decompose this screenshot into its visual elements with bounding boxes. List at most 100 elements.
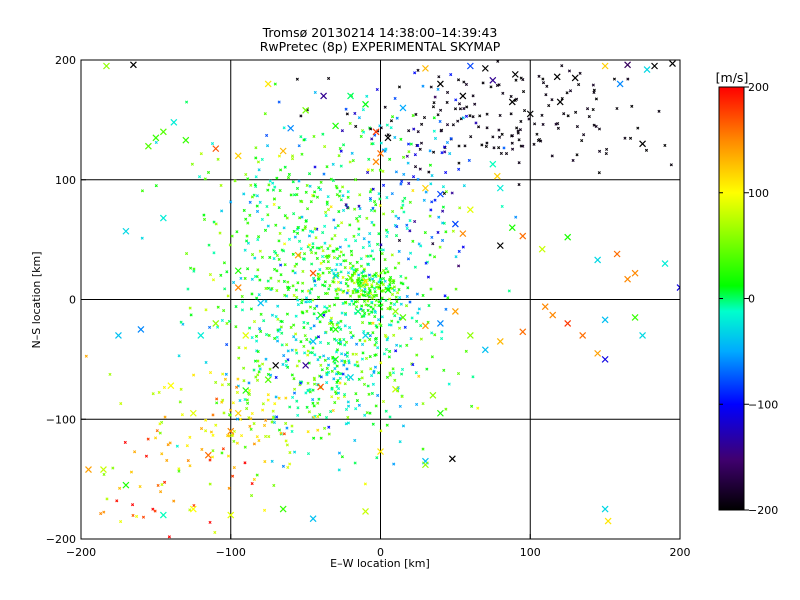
data-point-x (354, 308, 362, 315)
data-point-dot (301, 281, 305, 285)
data-point-dot (355, 268, 359, 272)
data-point-dot (250, 195, 254, 199)
data-point-x (489, 160, 497, 168)
data-point-dot (397, 249, 401, 253)
data-point-dot (156, 483, 160, 488)
data-point-dot (225, 270, 229, 274)
data-point-dot (214, 423, 218, 427)
data-point-dot (208, 273, 212, 277)
data-point-dot (381, 282, 385, 287)
data-point-dot (507, 289, 511, 293)
data-point-dot (189, 313, 193, 317)
data-point-dot (138, 484, 142, 489)
data-point-dot (336, 396, 340, 400)
data-point-dot (323, 426, 327, 430)
data-point-dot (397, 288, 401, 292)
data-point-dot (380, 315, 384, 319)
colorbar-tick-label: 100 (748, 187, 769, 200)
data-point-dot (283, 242, 287, 246)
data-point-dot (294, 338, 298, 342)
data-point-dot (292, 323, 296, 327)
data-point-dot (296, 406, 300, 410)
data-point-dot (331, 279, 335, 284)
data-point-dot (328, 304, 332, 308)
data-point-dot (340, 455, 344, 459)
data-point-dot (140, 189, 144, 193)
data-point-dot (604, 151, 608, 156)
data-point-dot (317, 186, 321, 190)
data-point-dot (299, 247, 303, 251)
data-point-dot (550, 154, 554, 158)
data-point-dot (323, 358, 327, 362)
data-point-x (429, 391, 437, 399)
data-point-dot (300, 215, 304, 219)
data-point-x (294, 251, 302, 259)
data-point-dot (279, 168, 283, 172)
data-point-dot (212, 251, 216, 255)
data-point-dot (294, 314, 298, 318)
data-point-dot (395, 343, 399, 347)
data-point-dot (444, 170, 448, 175)
data-point-dot (256, 238, 260, 242)
data-point-dot (308, 229, 313, 233)
data-point-dot (326, 208, 331, 212)
data-point-dot (378, 322, 382, 326)
data-point-dot (312, 134, 316, 139)
data-point-dot (464, 114, 469, 118)
data-point-dot (372, 279, 376, 283)
data-point-dot (247, 416, 251, 420)
data-point-dot (280, 343, 284, 347)
data-point-dot (354, 239, 358, 243)
data-point-dot (359, 284, 363, 288)
data-point-dot (431, 105, 435, 109)
data-point-dot (314, 251, 318, 255)
data-point-dot (368, 289, 372, 293)
data-point-dot (333, 400, 337, 405)
data-point-dot (292, 335, 296, 339)
data-point-x (601, 316, 609, 324)
data-point-dot (208, 520, 212, 524)
data-point-dot (363, 311, 367, 316)
data-point-dot (338, 376, 342, 380)
data-point-dot (226, 294, 230, 298)
data-point-dot (355, 342, 359, 346)
data-point-dot (405, 294, 409, 298)
data-point-dot (282, 279, 286, 284)
data-point-x (152, 134, 160, 142)
data-point-dot (385, 375, 390, 379)
data-point-dot (375, 293, 379, 297)
data-point-dot (362, 382, 367, 386)
data-point-dot (301, 311, 305, 315)
data-point-dot (214, 222, 218, 226)
data-point-dot (469, 135, 473, 139)
data-point-dot (295, 399, 299, 403)
data-point-dot (392, 462, 396, 466)
data-point-dot (292, 391, 297, 395)
data-point-dot (369, 254, 373, 258)
data-point-dot (337, 154, 341, 158)
data-point-dot (379, 303, 383, 308)
colorbar-label: [m/s] (716, 70, 749, 85)
y-tick-label: −200 (46, 533, 76, 546)
data-point-dot (398, 344, 403, 348)
data-point-dot (266, 279, 270, 283)
data-point-dot (368, 196, 372, 201)
data-point-dot (277, 206, 281, 210)
data-point-dot (227, 382, 231, 386)
data-point-dot (341, 301, 345, 306)
data-point-dot (323, 305, 327, 309)
data-point-dot (308, 184, 312, 188)
data-point-dot (309, 248, 313, 252)
data-point-x (459, 230, 467, 238)
data-point-dot (630, 104, 634, 108)
data-point-dot (291, 284, 295, 288)
data-point-x (571, 74, 579, 82)
data-point-dot (363, 287, 367, 291)
data-point-dot (319, 261, 323, 265)
x-tick-label: 0 (377, 546, 384, 559)
data-point-dot (235, 385, 239, 389)
data-point-dot (242, 192, 246, 196)
data-point-dot (411, 113, 415, 118)
data-point-dot (155, 429, 159, 433)
data-point-dot (433, 95, 437, 99)
